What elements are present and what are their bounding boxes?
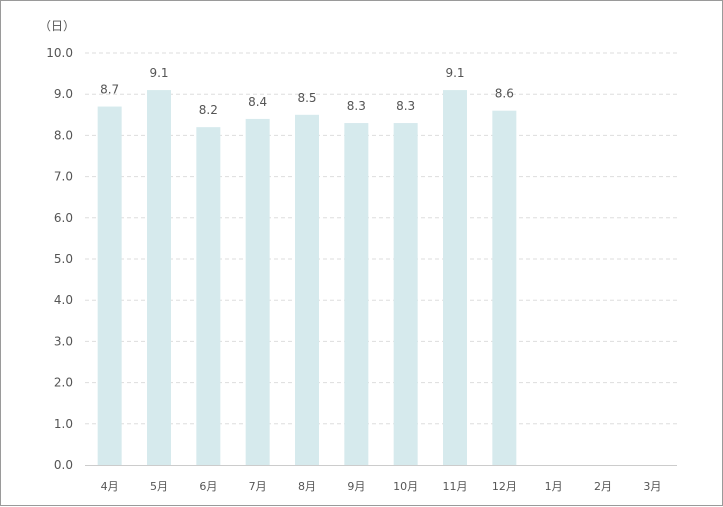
x-category-label: 12月 xyxy=(492,480,517,493)
x-category-label: 3月 xyxy=(643,480,661,493)
data-label: 8.7 xyxy=(100,83,119,97)
bar xyxy=(245,118,270,466)
y-tick-label: 7.0 xyxy=(54,170,73,184)
data-label: 9.1 xyxy=(445,66,464,80)
data-label: 9.1 xyxy=(149,66,168,80)
y-tick-label: 2.0 xyxy=(54,376,73,390)
y-tick-label: 5.0 xyxy=(54,252,73,266)
data-label: 8.5 xyxy=(297,91,316,105)
data-label: 8.4 xyxy=(248,95,267,109)
bar xyxy=(443,90,467,465)
y-tick-label: 0.0 xyxy=(54,458,73,472)
y-tick-label: 8.0 xyxy=(54,128,73,142)
x-category-label: 7月 xyxy=(249,480,267,493)
y-tick-label: 6.0 xyxy=(54,211,73,225)
x-category-label: 9月 xyxy=(347,480,365,493)
x-category-label: 1月 xyxy=(545,480,563,493)
y-tick-label: 10.0 xyxy=(46,46,73,60)
x-category-label: 8月 xyxy=(298,480,316,493)
bar xyxy=(492,110,517,466)
x-category-label: 5月 xyxy=(150,480,168,493)
x-category-label: 2月 xyxy=(594,480,612,493)
bar xyxy=(97,106,122,465)
bar xyxy=(393,123,418,465)
data-label: 8.2 xyxy=(199,103,218,117)
y-tick-label: 9.0 xyxy=(54,87,73,101)
y-tick-label: 3.0 xyxy=(54,334,73,348)
bar xyxy=(295,114,319,466)
x-category-label: 11月 xyxy=(443,480,468,493)
grid-layer xyxy=(85,52,677,466)
labels-layer: 0.0 1.0 2.0 3.0 4.0 5.0 6.0 7.0 8.0 9.0 10.0 8.7 4月 9… xyxy=(46,46,661,493)
data-label: 8.3 xyxy=(396,99,415,113)
bars-layer xyxy=(97,90,517,466)
x-category-label: 4月 xyxy=(101,480,119,493)
data-label: 8.6 xyxy=(495,87,514,101)
bar xyxy=(147,90,171,465)
y-axis-unit-label: （日） xyxy=(39,19,75,33)
bar xyxy=(344,123,369,465)
x-category-label: 6月 xyxy=(199,480,217,493)
data-label: 8.3 xyxy=(347,99,366,113)
x-category-label: 10月 xyxy=(393,480,418,493)
y-tick-label: 4.0 xyxy=(54,293,73,307)
bar xyxy=(196,127,221,465)
y-tick-label: 1.0 xyxy=(54,417,73,431)
